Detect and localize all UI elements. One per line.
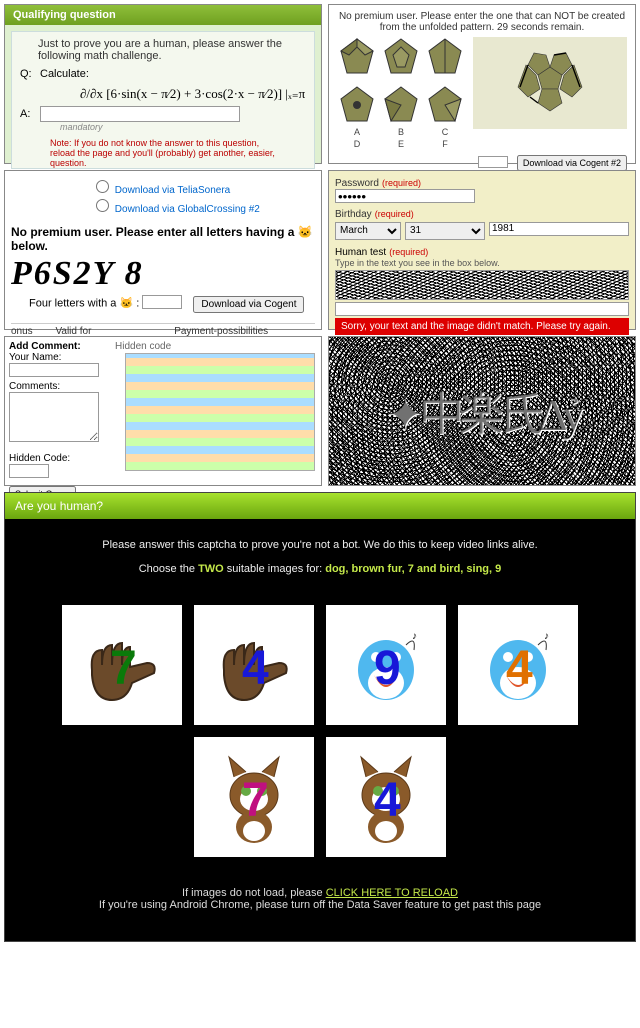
- captcha-image: ✦中楽氏Δỷ: [329, 337, 635, 485]
- overlay-number: 4: [374, 773, 401, 828]
- formula: ∂/∂x [6·sin(x − π⁄2) + 3·cos(2·x − π⁄2)]…: [80, 86, 305, 102]
- intro-text: Please answer this captcha to prove you'…: [15, 539, 625, 551]
- option-f[interactable]: [425, 85, 465, 125]
- option-bird-2[interactable]: ♪ 4: [458, 605, 578, 725]
- panel-header: Are you human?: [5, 493, 635, 519]
- intro-text: Just to prove you are a human, please an…: [38, 38, 306, 62]
- option-grid: [337, 37, 465, 129]
- panel-header: Qualifying question: [5, 5, 321, 25]
- password-input[interactable]: [335, 189, 475, 203]
- comments-input[interactable]: [9, 392, 99, 442]
- year-input[interactable]: [489, 222, 629, 236]
- stereogram-image: [125, 353, 315, 471]
- bday-label: Birthday: [335, 209, 372, 220]
- radio-label-2: Download via GlobalCrossing #2: [115, 204, 260, 215]
- option-cat-2[interactable]: 4: [326, 737, 446, 857]
- option-hand-2[interactable]: 4: [194, 605, 314, 725]
- label-e: E: [381, 139, 421, 149]
- humantest-label: Human test: [335, 247, 386, 258]
- calc-label: Calculate:: [40, 68, 305, 80]
- captcha-text: P6S2Y 8: [11, 255, 315, 293]
- letters-input[interactable]: [142, 295, 182, 309]
- instruction-text: No premium user. Please enter the one th…: [337, 11, 627, 33]
- four-label: Four letters with a 🐱 :: [29, 298, 139, 310]
- label-f: F: [425, 139, 465, 149]
- comment-panel: Add Comment: Hidden code Your Name: Comm…: [4, 336, 322, 486]
- option-d[interactable]: [337, 85, 377, 125]
- image-captcha-panel: Are you human? Please answer this captch…: [4, 492, 636, 942]
- q-label: Q:: [20, 68, 40, 106]
- answer-input[interactable]: [478, 156, 508, 168]
- noisy-captcha-panel: ✦中楽氏Δỷ: [328, 336, 636, 486]
- overlay-number: 7: [110, 641, 137, 696]
- unfolded-pattern: [473, 37, 627, 129]
- overlay-number: 4: [242, 641, 269, 696]
- error-message: Sorry, your text and the image didn't ma…: [335, 318, 629, 335]
- math-captcha-panel: Qualifying question Just to prove you ar…: [4, 4, 322, 164]
- signup-panel: Password (required) Birthday (required) …: [328, 170, 636, 330]
- option-c[interactable]: [425, 37, 465, 77]
- name-label: Your Name:: [9, 352, 109, 363]
- radio-telia[interactable]: [96, 180, 109, 193]
- reload-link[interactable]: CLICK HERE TO RELOAD: [326, 887, 458, 899]
- overlay-number: 4: [506, 641, 533, 696]
- instruction: No premium user. Please enter all letter…: [11, 225, 315, 253]
- svg-text:♪: ♪: [412, 631, 417, 642]
- download-button[interactable]: Download via Cogent #2: [517, 155, 627, 171]
- answer-input[interactable]: [40, 106, 240, 122]
- radio-label-1: Download via TeliaSonera: [115, 185, 230, 196]
- overlay-number: 9: [374, 641, 401, 696]
- hidden-code-label: Hidden code: [115, 341, 171, 352]
- dodecahedron-panel: No premium user. Please enter the one th…: [328, 4, 636, 164]
- cat-captcha-panel: Download via TeliaSonera Download via Gl…: [4, 170, 322, 330]
- label-b: B: [381, 127, 421, 137]
- criteria: dog, brown fur, 7 and bird, sing, 9: [325, 563, 501, 575]
- radio-global[interactable]: [96, 199, 109, 212]
- option-b[interactable]: [381, 37, 421, 77]
- option-hand-1[interactable]: 7: [62, 605, 182, 725]
- hc-label: Hidden Code:: [9, 453, 109, 464]
- overlay-number: 7: [242, 773, 269, 828]
- mandatory-label: mandatory: [60, 122, 306, 132]
- comments-label: Comments:: [9, 381, 109, 392]
- ht-sub: Type in the text you see in the box belo…: [335, 258, 629, 268]
- day-select[interactable]: 31: [405, 222, 485, 240]
- pwd-label: Password: [335, 178, 379, 189]
- hidden-code-input[interactable]: [9, 464, 49, 478]
- note-line2: reload the page and you'll (probably) ge…: [50, 148, 306, 168]
- option-cat-1[interactable]: 7: [194, 737, 314, 857]
- captcha-glyphs: ✦中楽氏Δỷ: [385, 378, 578, 444]
- option-bird-1[interactable]: ♪ 9: [326, 605, 446, 725]
- month-select[interactable]: March: [335, 222, 401, 240]
- option-a[interactable]: [337, 37, 377, 77]
- label-d: D: [337, 139, 377, 149]
- captcha-image: [335, 270, 629, 300]
- a-label: A:: [20, 108, 40, 120]
- label-c: C: [425, 127, 465, 137]
- footer-note: If you're using Android Chrome, please t…: [15, 899, 625, 911]
- svg-text:♪: ♪: [544, 631, 549, 642]
- label-a: A: [337, 127, 377, 137]
- note-line1: Note: If you do not know the answer to t…: [50, 138, 306, 148]
- captcha-input[interactable]: [335, 302, 629, 316]
- name-input[interactable]: [9, 363, 99, 377]
- option-e[interactable]: [381, 85, 421, 125]
- download-button[interactable]: Download via Cogent: [193, 296, 304, 313]
